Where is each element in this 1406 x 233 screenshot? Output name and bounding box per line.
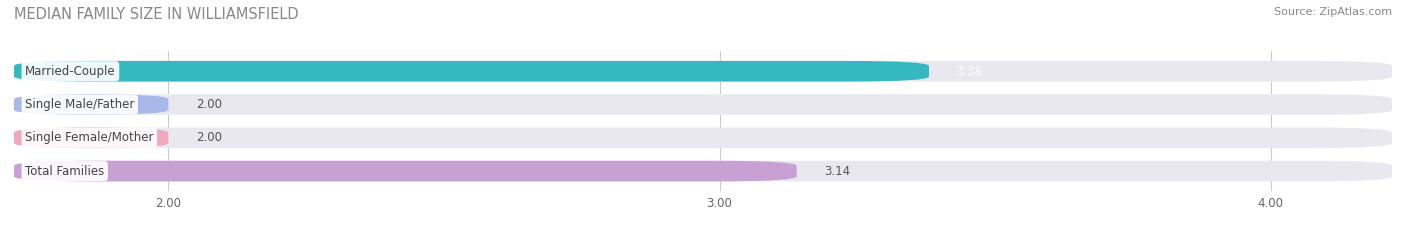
Text: 2.00: 2.00: [195, 98, 222, 111]
FancyBboxPatch shape: [14, 161, 797, 182]
Text: 2.00: 2.00: [195, 131, 222, 144]
FancyBboxPatch shape: [14, 161, 1392, 182]
Text: MEDIAN FAMILY SIZE IN WILLIAMSFIELD: MEDIAN FAMILY SIZE IN WILLIAMSFIELD: [14, 7, 298, 22]
FancyBboxPatch shape: [14, 127, 1392, 148]
Text: Source: ZipAtlas.com: Source: ZipAtlas.com: [1274, 7, 1392, 17]
Text: Single Male/Father: Single Male/Father: [25, 98, 135, 111]
Text: Married-Couple: Married-Couple: [25, 65, 115, 78]
FancyBboxPatch shape: [14, 94, 169, 115]
FancyBboxPatch shape: [14, 94, 1392, 115]
Text: Total Families: Total Families: [25, 164, 104, 178]
Text: Single Female/Mother: Single Female/Mother: [25, 131, 153, 144]
FancyBboxPatch shape: [14, 61, 1392, 82]
FancyBboxPatch shape: [14, 127, 169, 148]
Text: 3.14: 3.14: [824, 164, 851, 178]
FancyBboxPatch shape: [14, 61, 929, 82]
Text: 3.38: 3.38: [956, 65, 983, 78]
